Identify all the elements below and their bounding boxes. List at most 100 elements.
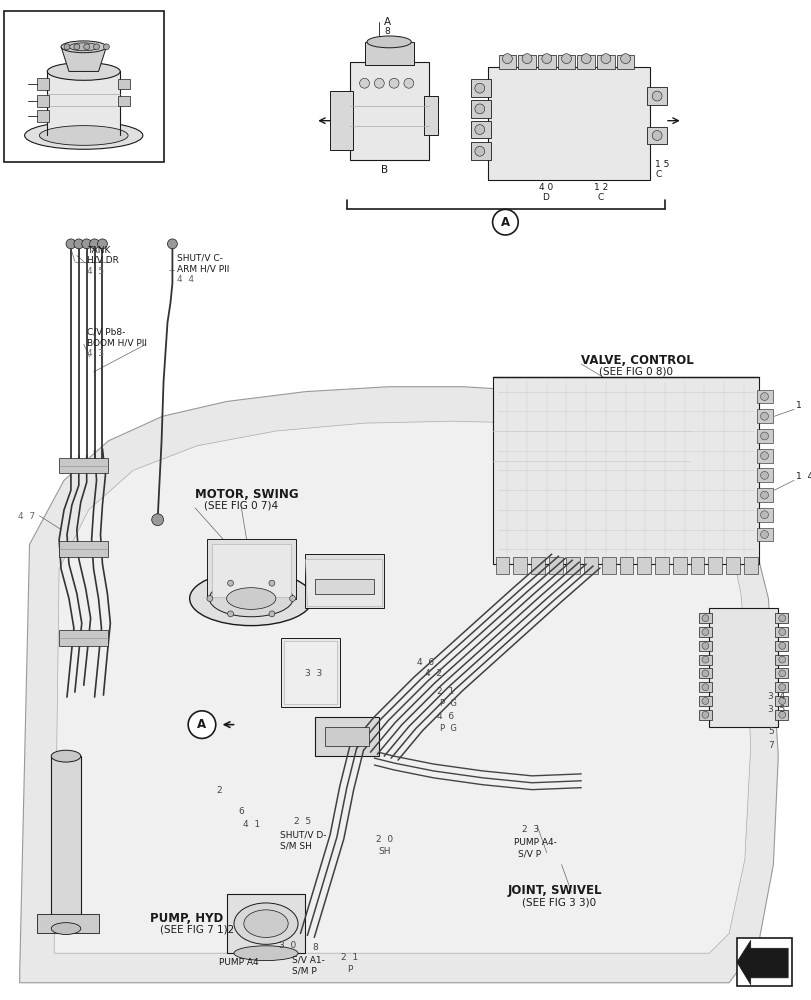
Text: 1  4: 1 4 [795,472,811,481]
Polygon shape [226,894,305,953]
Polygon shape [364,42,414,65]
Circle shape [760,432,767,440]
Polygon shape [59,458,108,473]
Circle shape [600,54,610,64]
Polygon shape [775,641,787,651]
Text: (SEE FIG 0 7)4: (SEE FIG 0 7)4 [204,501,277,511]
Circle shape [188,711,216,738]
Text: PUMP A4-: PUMP A4- [513,838,556,847]
Text: JOINT, SWIVEL: JOINT, SWIVEL [507,884,601,897]
Polygon shape [736,940,787,985]
Ellipse shape [51,750,80,762]
Circle shape [778,684,785,691]
Circle shape [541,54,551,64]
Circle shape [701,711,708,718]
Polygon shape [698,710,711,720]
Text: 5: 5 [767,727,773,736]
Text: 8: 8 [312,943,318,952]
Polygon shape [118,96,130,106]
Polygon shape [756,488,772,502]
Text: 2  1: 2 1 [436,687,453,696]
Circle shape [701,642,708,649]
Text: D: D [542,193,548,202]
Ellipse shape [40,126,128,145]
Polygon shape [315,717,379,756]
Circle shape [84,44,89,50]
Circle shape [403,78,414,88]
Polygon shape [487,67,650,180]
Polygon shape [59,541,108,557]
Circle shape [651,91,661,101]
Text: 7: 7 [767,741,773,750]
Text: C/V Pb8-: C/V Pb8- [87,328,125,337]
Polygon shape [756,429,772,443]
Polygon shape [492,377,757,564]
Ellipse shape [47,63,120,80]
Circle shape [701,684,708,691]
Circle shape [521,54,531,64]
Circle shape [701,670,708,677]
Ellipse shape [69,43,98,51]
Text: S/M SH: S/M SH [280,842,311,851]
Text: 4  6: 4 6 [417,658,434,667]
Polygon shape [61,47,106,71]
Text: A: A [500,216,509,229]
Polygon shape [698,668,711,678]
Circle shape [778,670,785,677]
Circle shape [66,239,75,249]
Circle shape [474,104,484,114]
Text: H/V DR: H/V DR [87,256,118,265]
Polygon shape [637,557,650,574]
Ellipse shape [226,588,276,609]
Circle shape [701,656,708,663]
Polygon shape [54,421,750,953]
Circle shape [760,531,767,538]
Text: 4  7: 4 7 [18,512,35,521]
Text: (SEE FIG 0 8)0: (SEE FIG 0 8)0 [599,367,672,377]
Polygon shape [690,557,704,574]
Text: 2  0: 2 0 [375,835,393,844]
Polygon shape [672,557,686,574]
Polygon shape [212,544,290,597]
Text: S/V A1-: S/V A1- [291,955,324,964]
Polygon shape [118,79,130,89]
Polygon shape [698,641,711,651]
Text: S/V P: S/V P [517,850,541,859]
Ellipse shape [190,571,312,626]
Text: 3  3: 3 3 [304,669,321,678]
Polygon shape [756,449,772,463]
Text: MOTOR, SWING: MOTOR, SWING [195,488,298,501]
Circle shape [474,146,484,156]
Polygon shape [47,71,120,135]
Text: 3  4: 3 4 [767,692,784,701]
Circle shape [778,642,785,649]
Polygon shape [698,682,711,692]
Circle shape [93,44,100,50]
Circle shape [760,393,767,400]
Circle shape [760,491,767,499]
Circle shape [64,44,70,50]
Polygon shape [305,554,384,608]
Polygon shape [775,710,787,720]
Polygon shape [756,468,772,482]
Polygon shape [37,914,98,933]
Circle shape [474,83,484,93]
Polygon shape [470,79,490,97]
Polygon shape [566,557,580,574]
Polygon shape [775,682,787,692]
Polygon shape [59,630,108,646]
Text: 3  0: 3 0 [279,941,296,950]
Polygon shape [601,557,615,574]
Circle shape [74,239,84,249]
Text: SHUT/V C-: SHUT/V C- [177,254,223,263]
Polygon shape [698,627,711,637]
Text: C: C [654,170,661,179]
Circle shape [760,452,767,460]
Text: B: B [380,165,388,175]
Polygon shape [557,55,575,69]
Circle shape [290,596,295,601]
Text: 8: 8 [384,27,389,36]
Circle shape [359,78,369,88]
Text: 4  1: 4 1 [242,820,260,829]
Text: 2  1: 2 1 [341,953,358,962]
